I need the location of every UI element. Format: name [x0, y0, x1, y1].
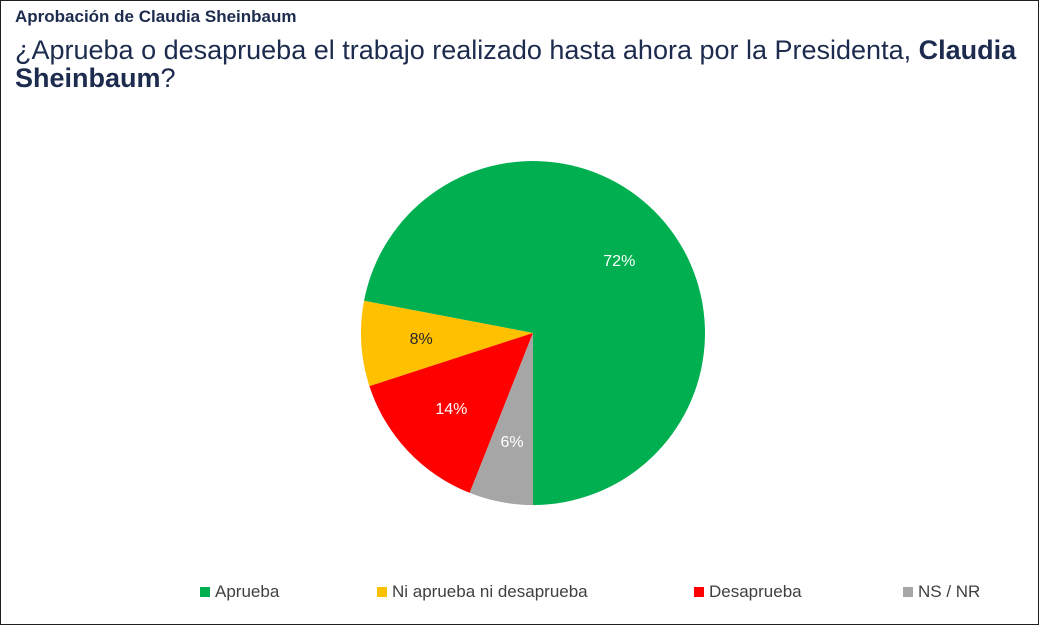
legend-item: NS / NR	[903, 582, 980, 602]
legend-label: Desaprueba	[709, 582, 802, 601]
pie-slice-label: 72%	[603, 253, 635, 270]
pie-slice-aprueba	[364, 161, 706, 505]
chart-kicker: Aprobación de Claudia Sheinbaum	[15, 7, 297, 26]
pie-slice-label: 6%	[500, 434, 523, 451]
legend-item: Aprueba	[200, 582, 279, 602]
legend-swatch	[694, 587, 704, 597]
legend-swatch	[377, 587, 387, 597]
legend-label: Aprueba	[215, 582, 280, 601]
pie-slice-label: 14%	[435, 401, 467, 418]
legend-item: Desaprueba	[694, 582, 802, 602]
chart-legend: Aprueba Ni aprueba ni desaprueba Desaprueb…	[0, 582, 1039, 604]
legend-label: NS / NR	[918, 582, 981, 601]
chart-title: ¿Aprueba o desaprueba el trabajo realiza…	[15, 36, 1030, 92]
question-prefix: ¿Aprueba o desaprueba el trabajo realiza…	[15, 35, 919, 65]
legend-item: Ni aprueba ni desaprueba	[377, 582, 588, 602]
pie-slice-ni-aprueba-ni-desaprueba	[361, 300, 533, 387]
question-name: Claudia Sheinbaum	[15, 35, 1017, 93]
question-suffix: ?	[160, 63, 176, 93]
pie-chart: 72% 8% 14% 6%	[361, 161, 706, 505]
pie-slice-ns-nr	[469, 333, 533, 505]
pie-slice-label: 8%	[410, 331, 433, 348]
pie-slice-desaprueba	[369, 333, 533, 493]
legend-label: Ni aprueba ni desaprueba	[392, 582, 588, 601]
legend-swatch	[903, 587, 913, 597]
legend-swatch	[200, 587, 210, 597]
